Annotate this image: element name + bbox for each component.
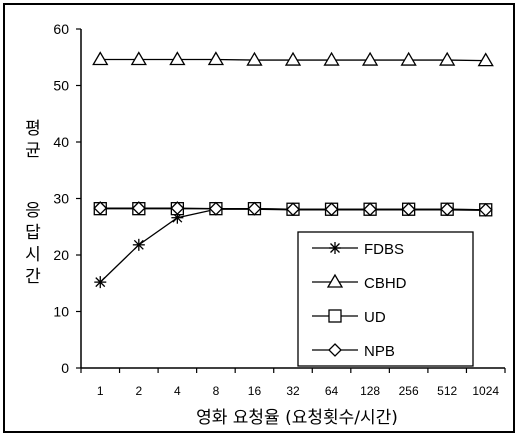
- data-point-cbhd: [477, 52, 494, 67]
- data-point-npb: [170, 201, 185, 216]
- data-point-cbhd: [400, 51, 417, 66]
- legend-marker-ud: [328, 309, 342, 323]
- y-tick-label: 30: [53, 191, 69, 207]
- data-point-npb: [131, 201, 146, 216]
- y-tick-label: 10: [53, 304, 69, 320]
- data-point-cbhd: [246, 51, 263, 66]
- y-tick-label: 60: [53, 21, 69, 37]
- data-point-npb: [440, 202, 455, 217]
- data-point-npb: [247, 201, 262, 216]
- chart-frame: 0 10 20 30 40 50 60 1 2 4 8 16 32 64 128 256 512 1024 FD…: [3, 3, 515, 433]
- data-point-fdbs: [94, 276, 107, 289]
- data-point-npb: [478, 202, 493, 217]
- data-point-fdbs: [132, 238, 145, 251]
- legend-entry-cbhd: CBHD: [312, 273, 407, 292]
- data-point-cbhd: [284, 51, 302, 66]
- data-point-npb: [208, 201, 223, 216]
- data-point-cbhd: [169, 51, 186, 66]
- series-cbhd: [92, 51, 494, 67]
- data-point-npb: [363, 202, 378, 217]
- y-tick-label: 40: [53, 134, 69, 150]
- data-point-npb: [401, 202, 416, 217]
- legend-marker-cbhd: [326, 273, 344, 288]
- legend-marker-npb: [328, 343, 342, 357]
- x-tick-label: 64: [325, 384, 339, 398]
- x-tick-label: 128: [360, 384, 380, 398]
- y-tick-label: 20: [53, 247, 69, 263]
- data-point-cbhd: [323, 51, 340, 66]
- x-tick-label: 8: [213, 384, 220, 398]
- data-point-npb: [324, 202, 339, 217]
- legend-box: [297, 231, 474, 367]
- data-point-npb: [93, 201, 108, 216]
- data-point-cbhd: [439, 51, 456, 66]
- x-tick-label: 4: [174, 384, 181, 398]
- x-tick-label: 256: [399, 384, 419, 398]
- x-tick-label: 1: [97, 384, 104, 398]
- legend-label-ud: UD: [364, 309, 386, 326]
- data-point-npb: [286, 202, 300, 217]
- data-point-cbhd: [130, 51, 147, 66]
- legend-label-fdbs: FDBS: [364, 241, 404, 258]
- x-tick-label: 16: [248, 384, 262, 398]
- series-npb: [93, 201, 493, 217]
- legend-marker-fdbs: [329, 242, 341, 254]
- x-axis-title: 영화 요청율 (요청횟수/시간): [196, 408, 398, 428]
- line-chart: 0 10 20 30 40 50 60 1 2 4 8 16 32 64 128 256 512 1024 FD…: [25, 21, 506, 428]
- legend-entry-npb: NPB: [312, 343, 395, 360]
- x-tick-label: 1024: [472, 384, 499, 398]
- y-tick-label: 50: [53, 78, 69, 94]
- x-tick-label: 2: [135, 384, 142, 398]
- legend-entry-fdbs: FDBS: [312, 241, 404, 258]
- y-tick-label: 0: [61, 360, 69, 376]
- data-point-cbhd: [361, 51, 379, 66]
- legend-label-cbhd: CBHD: [364, 275, 407, 292]
- data-point-cbhd: [92, 51, 109, 66]
- legend-label-npb: NPB: [364, 343, 395, 360]
- x-tick-label: 32: [286, 384, 300, 398]
- data-point-cbhd: [207, 51, 225, 66]
- legend-entry-ud: UD: [312, 309, 386, 326]
- x-tick-label: 512: [437, 384, 457, 398]
